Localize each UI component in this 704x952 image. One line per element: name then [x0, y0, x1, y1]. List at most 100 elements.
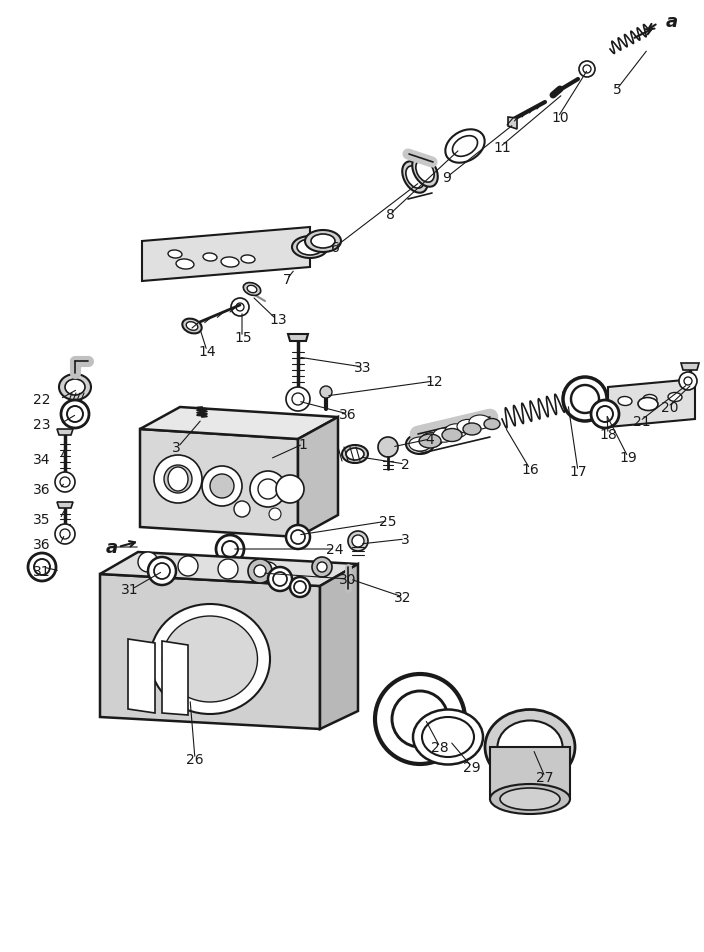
Text: 19: 19: [619, 450, 637, 465]
Circle shape: [164, 466, 192, 493]
Circle shape: [222, 542, 238, 558]
Text: 14: 14: [199, 345, 216, 359]
Circle shape: [286, 387, 310, 411]
Circle shape: [352, 535, 364, 547]
Circle shape: [292, 393, 304, 406]
Text: 9: 9: [443, 170, 451, 185]
Text: 4: 4: [426, 432, 434, 446]
Circle shape: [392, 691, 448, 747]
Polygon shape: [608, 380, 695, 427]
Text: 22: 22: [33, 392, 51, 407]
Ellipse shape: [406, 434, 434, 454]
Circle shape: [34, 560, 50, 575]
Text: a: a: [666, 13, 678, 31]
Circle shape: [154, 455, 202, 504]
Polygon shape: [128, 640, 155, 713]
Text: 30: 30: [339, 572, 357, 586]
Ellipse shape: [182, 319, 202, 334]
Ellipse shape: [421, 433, 443, 447]
Circle shape: [258, 563, 278, 583]
Text: 36: 36: [33, 538, 51, 551]
Circle shape: [236, 304, 244, 311]
Circle shape: [591, 401, 619, 428]
Circle shape: [250, 471, 286, 507]
Text: 28: 28: [431, 741, 449, 754]
Polygon shape: [681, 364, 699, 370]
Ellipse shape: [490, 784, 570, 814]
Ellipse shape: [416, 161, 434, 183]
Circle shape: [60, 478, 70, 487]
Text: 7: 7: [282, 272, 291, 287]
Circle shape: [148, 558, 176, 585]
Text: 29: 29: [463, 761, 481, 774]
Circle shape: [273, 572, 287, 586]
Ellipse shape: [445, 425, 467, 438]
Ellipse shape: [422, 717, 474, 757]
Ellipse shape: [402, 162, 428, 193]
Text: 26: 26: [186, 752, 204, 766]
Circle shape: [679, 372, 697, 390]
Circle shape: [597, 407, 613, 423]
Circle shape: [269, 508, 281, 521]
Circle shape: [268, 567, 292, 591]
Polygon shape: [100, 574, 320, 729]
Polygon shape: [142, 228, 310, 282]
Ellipse shape: [484, 419, 500, 430]
Polygon shape: [140, 429, 298, 538]
Text: 17: 17: [570, 465, 587, 479]
Ellipse shape: [186, 323, 198, 331]
Ellipse shape: [346, 448, 364, 461]
Ellipse shape: [168, 250, 182, 259]
Circle shape: [248, 560, 272, 584]
Text: 35: 35: [33, 512, 51, 526]
Ellipse shape: [297, 240, 323, 256]
Circle shape: [320, 387, 332, 399]
Ellipse shape: [292, 237, 328, 259]
Text: 3: 3: [172, 441, 180, 454]
Ellipse shape: [203, 253, 217, 262]
Text: 32: 32: [394, 590, 412, 605]
Polygon shape: [508, 118, 517, 129]
Circle shape: [138, 552, 158, 572]
Circle shape: [286, 526, 310, 549]
Text: 25: 25: [379, 514, 397, 528]
Ellipse shape: [498, 721, 562, 774]
Circle shape: [375, 674, 465, 764]
Circle shape: [154, 564, 170, 580]
Circle shape: [61, 401, 89, 428]
Ellipse shape: [485, 710, 575, 784]
Ellipse shape: [463, 424, 481, 436]
Text: 20: 20: [661, 401, 679, 414]
Ellipse shape: [59, 374, 91, 401]
Ellipse shape: [410, 438, 430, 451]
Circle shape: [210, 474, 234, 499]
Ellipse shape: [643, 395, 657, 404]
Polygon shape: [140, 407, 338, 440]
Ellipse shape: [618, 397, 632, 407]
Polygon shape: [57, 429, 73, 436]
Circle shape: [563, 378, 607, 422]
Polygon shape: [320, 565, 358, 729]
Circle shape: [312, 558, 332, 578]
Circle shape: [317, 563, 327, 572]
Ellipse shape: [241, 256, 255, 264]
Circle shape: [55, 472, 75, 492]
Ellipse shape: [469, 416, 491, 429]
Ellipse shape: [176, 260, 194, 269]
Text: 16: 16: [521, 463, 539, 477]
Text: 27: 27: [536, 770, 554, 784]
Text: 13: 13: [269, 312, 287, 327]
Text: 5: 5: [612, 83, 622, 97]
Text: 8: 8: [386, 208, 394, 222]
Ellipse shape: [668, 393, 682, 402]
Text: 36: 36: [339, 407, 357, 422]
Text: 31: 31: [121, 583, 139, 596]
Circle shape: [291, 530, 305, 545]
Polygon shape: [100, 552, 358, 586]
Text: 24: 24: [326, 543, 344, 556]
Circle shape: [254, 565, 266, 578]
Ellipse shape: [163, 616, 258, 703]
Circle shape: [216, 535, 244, 564]
Ellipse shape: [168, 467, 188, 491]
Ellipse shape: [413, 710, 483, 764]
